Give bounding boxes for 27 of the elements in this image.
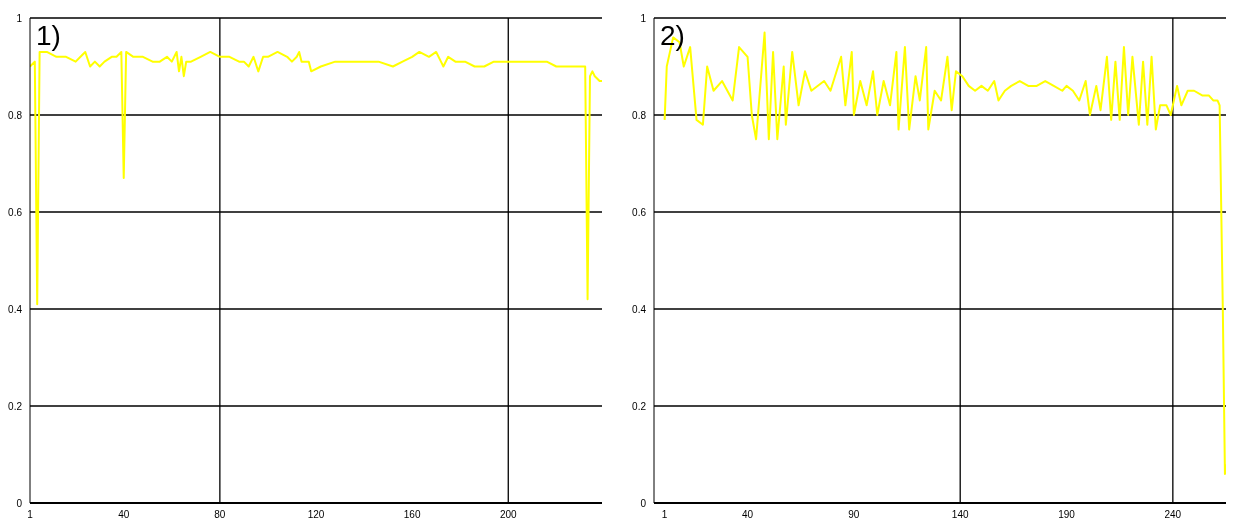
y-tick-label: 0.4: [8, 303, 23, 315]
x-tick-label: 90: [848, 509, 860, 521]
x-tick-label: 40: [118, 509, 130, 521]
y-tick-label: 0.2: [8, 400, 23, 412]
x-tick-label: 80: [214, 509, 226, 521]
x-tick-label: 40: [742, 509, 754, 521]
y-tick-label: 0.8: [632, 109, 647, 121]
x-tick-label: 120: [307, 509, 325, 521]
y-tick-label: 0: [640, 497, 647, 509]
x-tick-label: 160: [403, 509, 421, 521]
y-tick-label: 0.8: [8, 109, 23, 121]
chart-title: 1): [36, 20, 61, 52]
y-tick-label: 0.4: [632, 303, 647, 315]
chart-title: 2): [660, 20, 685, 52]
x-tick-label: 1: [661, 509, 668, 521]
y-tick-label: 0.6: [632, 206, 647, 218]
x-tick-label: 240: [1164, 509, 1182, 521]
y-tick-label: 0.6: [8, 206, 23, 218]
y-tick-label: 1: [16, 12, 23, 24]
y-tick-label: 0.2: [632, 400, 647, 412]
y-tick-label: 1: [640, 12, 647, 24]
line-series: [30, 50, 602, 306]
x-tick-label: 190: [1058, 509, 1076, 521]
x-tick-label: 200: [499, 509, 518, 521]
y-tick-label: 0: [16, 497, 23, 509]
x-tick-label: 1: [27, 509, 34, 521]
x-tick-label: 140: [951, 509, 969, 521]
